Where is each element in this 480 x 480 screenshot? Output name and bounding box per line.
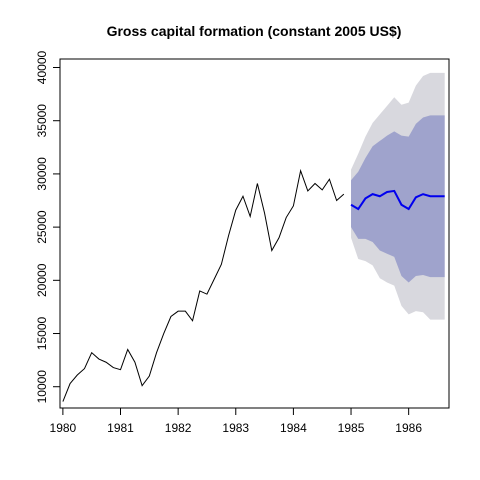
y-tick-label: 10000 <box>35 370 49 404</box>
y-tick-label: 15000 <box>35 317 49 351</box>
x-tick-label: 1980 <box>50 421 77 435</box>
y-tick-label: 40000 <box>35 51 49 85</box>
plot-frame <box>59 58 450 409</box>
y-tick-label: 30000 <box>35 157 49 191</box>
y-tick-label: 25000 <box>35 210 49 244</box>
x-tick-label: 1986 <box>395 421 422 435</box>
x-tick-label: 1983 <box>222 421 249 435</box>
history-group <box>62 168 345 402</box>
history-line <box>62 168 345 402</box>
y-tick-label: 20000 <box>35 263 49 297</box>
x-tick-label: 1981 <box>107 421 134 435</box>
x-tick-label: 1984 <box>280 421 307 435</box>
x-tick-label: 1982 <box>165 421 192 435</box>
forecast-group <box>350 189 445 211</box>
forecast-mean-line <box>350 189 445 211</box>
chart-title: Gross capital formation (constant 2005 U… <box>107 23 402 39</box>
x-tick-label: 1985 <box>338 421 365 435</box>
y-tick-label: 35000 <box>35 104 49 138</box>
